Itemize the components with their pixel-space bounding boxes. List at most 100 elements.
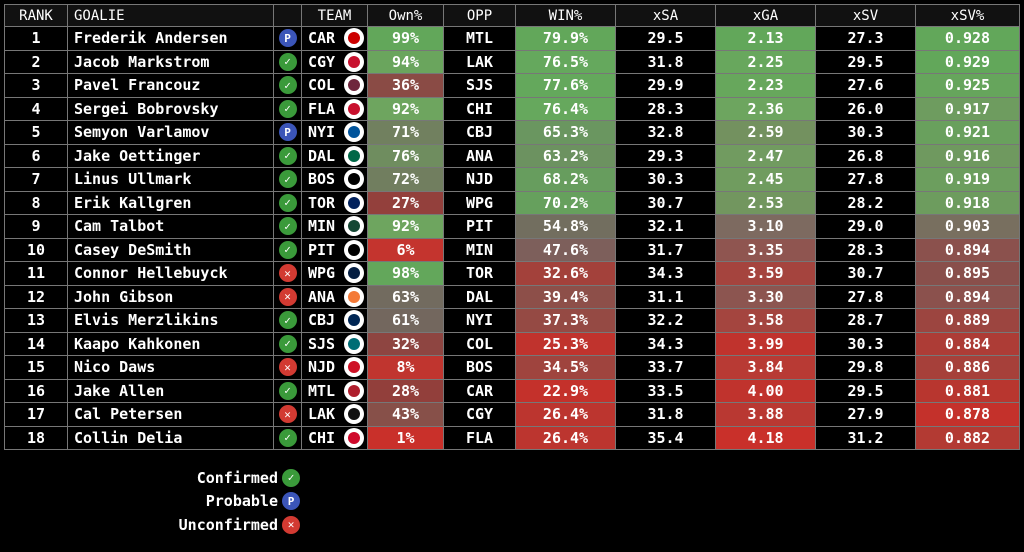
header-team[interactable]: TEAM [302,4,368,27]
status-cell: ✓ [274,309,302,333]
goalie-name: Connor Hellebuyck [68,262,274,286]
win-pct-cell: 39.4% [516,285,616,309]
table-row[interactable]: 18 Collin Delia ✓ CHI 1% FLA 26.4% 35.4 4.18 31.2… [4,426,1020,450]
own-pct-cell: 71% [368,121,444,145]
status-cell: ✓ [274,238,302,262]
opp-cell: DAL [444,285,516,309]
status-legend: Confirmed ✓ Probable P Unconfirmed ✕ [150,466,300,537]
xsv-pct-cell: 0.928 [916,27,1020,51]
own-pct-cell: 72% [368,168,444,192]
unconfirmed-x-icon: ✕ [278,264,297,283]
legend-label: Probable [205,492,278,511]
table-row[interactable]: 1 Frederik Andersen P CAR 99% MTL 79.9% 29.5 2.1… [4,27,1020,51]
opp-cell: BOS [444,356,516,380]
header-xga[interactable]: xGA [716,4,816,27]
status-cell: ✓ [274,379,302,403]
rank-cell: 4 [4,97,68,121]
header-goalie[interactable]: GOALIE [68,4,274,27]
own-pct-cell: 32% [368,332,444,356]
probable-p-icon: P [278,29,297,48]
header-opp[interactable]: OPP [444,4,516,27]
xsv-pct-cell: 0.929 [916,50,1020,74]
team-logo-icon [343,145,364,166]
team-logo-icon [343,51,364,72]
header-xsa[interactable]: xSA [616,4,716,27]
header-rank[interactable]: RANK [4,4,68,27]
table-row[interactable]: 15 Nico Daws ✕ NJD 8% BOS 34.5% 33.7 3.84 29.8 0.8… [4,356,1020,380]
xsv-pct-cell: 0.878 [916,403,1020,427]
table-row[interactable]: 16 Jake Allen ✓ MTL 28% CAR 22.9% 33.5 4.00 29.5 0… [4,379,1020,403]
xsv-cell: 28.2 [816,191,916,215]
xsa-cell: 31.1 [616,285,716,309]
team-cell: CHI [302,427,340,450]
confirmed-check-icon: ✓ [278,311,297,330]
table-row[interactable]: 17 Cal Petersen ✕ LAK 43% CGY 26.4% 31.8 3.88 27.… [4,403,1020,427]
xsa-cell: 29.5 [616,27,716,51]
status-cell: ✓ [274,97,302,121]
probable-p-icon: P [278,123,297,142]
rank-cell: 9 [4,215,68,239]
table-row[interactable]: 13 Elvis Merzlikins ✓ CBJ 61% NYI 37.3% 32.2 3.5… [4,309,1020,333]
xsv-cell: 28.7 [816,309,916,333]
team-logo-cell [340,74,368,98]
win-pct-cell: 25.3% [516,332,616,356]
xsv-cell: 30.7 [816,262,916,286]
header-xsv[interactable]: xSV [816,4,916,27]
own-pct-cell: 28% [368,379,444,403]
table-row[interactable]: 7 Linus Ullmark ✓ BOS 72% NJD 68.2% 30.3 2.45 27.… [4,168,1020,192]
xga-cell: 4.00 [716,379,816,403]
status-cell: P [274,27,302,51]
team-logo-cell [340,121,368,145]
win-pct-cell: 68.2% [516,168,616,192]
header-own[interactable]: Own% [368,4,444,27]
xga-cell: 3.58 [716,309,816,333]
table-row[interactable]: 8 Erik Kallgren ✓ TOR 27% WPG 70.2% 30.7 2.53 28.… [4,191,1020,215]
table-row[interactable]: 3 Pavel Francouz ✓ COL 36% SJS 77.6% 29.9 2.23 27… [4,74,1020,98]
win-pct-cell: 54.8% [516,215,616,239]
table-row[interactable]: 14 Kaapo Kahkonen ✓ SJS 32% COL 25.3% 34.3 3.99 3… [4,332,1020,356]
goalie-name: John Gibson [68,285,274,309]
team-logo-cell [340,238,368,262]
opp-cell: CAR [444,379,516,403]
xga-cell: 2.59 [716,121,816,145]
table-row[interactable]: 5 Semyon Varlamov P NYI 71% CBJ 65.3% 32.8 2.59 3… [4,121,1020,145]
rank-cell: 5 [4,121,68,145]
win-pct-cell: 26.4% [516,403,616,427]
status-cell: ✓ [274,191,302,215]
rank-cell: 15 [4,356,68,380]
confirmed-check-icon: ✓ [278,240,297,259]
legend-label: Confirmed [196,468,278,487]
team-logo-cell [340,191,368,215]
xga-cell: 3.84 [716,356,816,380]
own-pct-cell: 27% [368,191,444,215]
table-body: 1 Frederik Andersen P CAR 99% MTL 79.9% 29.5 2.1… [4,27,1020,450]
xga-cell: 2.47 [716,144,816,168]
team-cell: CAR [302,27,340,51]
table-row[interactable]: 9 Cam Talbot ✓ MIN 92% PIT 54.8% 32.1 3.10 29.0 0.… [4,215,1020,239]
header-win[interactable]: WIN% [516,4,616,27]
table-row[interactable]: 4 Sergei Bobrovsky ✓ FLA 92% CHI 76.4% 28.3 2.36… [4,97,1020,121]
opp-cell: LAK [444,50,516,74]
table-row[interactable]: 6 Jake Oettinger ✓ DAL 76% ANA 63.2% 29.3 2.47 26… [4,144,1020,168]
own-pct-cell: 1% [368,426,444,450]
rank-cell: 7 [4,168,68,192]
xsa-cell: 31.7 [616,238,716,262]
team-logo-icon [343,404,364,425]
team-cell: TOR [302,192,340,215]
table-row[interactable]: 11 Connor Hellebuyck ✕ WPG 98% TOR 32.6% 34.3 3.… [4,262,1020,286]
team-logo-icon [343,239,364,260]
header-xsv-pct[interactable]: xSV% [916,4,1020,27]
xga-cell: 2.36 [716,97,816,121]
unconfirmed-x-icon: ✕ [278,358,297,377]
team-logo-icon [343,98,364,119]
team-logo-icon [343,286,364,307]
xsv-cell: 31.2 [816,426,916,450]
team-logo-cell [340,356,368,380]
team-logo-cell [340,426,368,450]
table-row[interactable]: 12 John Gibson ✕ ANA 63% DAL 39.4% 31.1 3.30 27.8… [4,285,1020,309]
table-row[interactable]: 2 Jacob Markstrom ✓ CGY 94% LAK 76.5% 31.8 2.25 2… [4,50,1020,74]
goalie-rankings-table: RANK GOALIE TEAM Own% OPP WIN% xSA xGA x… [4,4,1020,450]
xsv-pct-cell: 0.916 [916,144,1020,168]
table-row[interactable]: 10 Casey DeSmith ✓ PIT 6% MIN 47.6% 31.7 3.35 28.… [4,238,1020,262]
xsv-cell: 27.9 [816,403,916,427]
